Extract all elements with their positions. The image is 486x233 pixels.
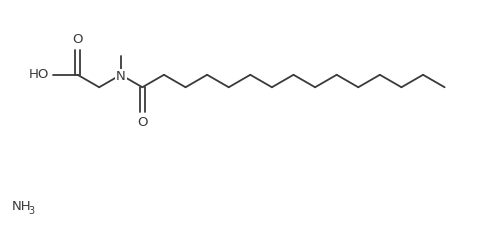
Text: O: O xyxy=(137,116,148,129)
Text: 3: 3 xyxy=(29,206,35,216)
Text: N: N xyxy=(116,70,126,83)
Text: HO: HO xyxy=(29,68,49,81)
Text: NH: NH xyxy=(12,200,32,213)
Text: O: O xyxy=(72,33,83,46)
